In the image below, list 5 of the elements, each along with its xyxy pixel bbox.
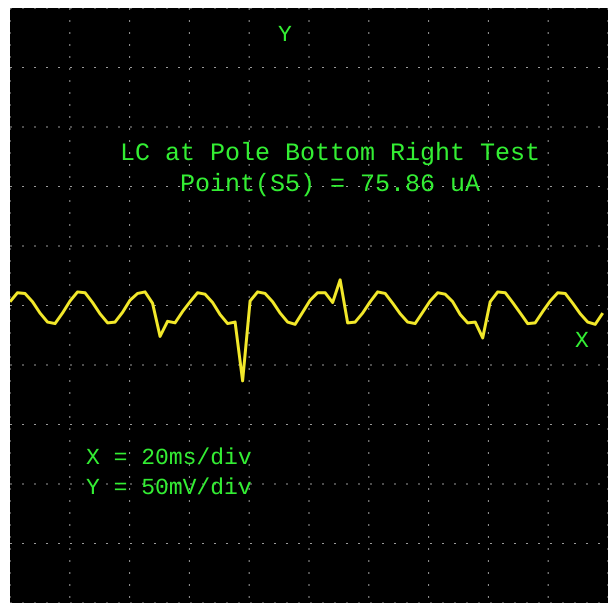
text: Y — [278, 22, 292, 48]
text: Y = 50mV/div — [86, 475, 252, 501]
chart-title: LC at Pole Bottom Right Test Point(S5) = 75.86 uA — [118, 138, 542, 200]
text: X = 20ms/div — [86, 445, 252, 471]
annotation: X — [575, 328, 589, 354]
